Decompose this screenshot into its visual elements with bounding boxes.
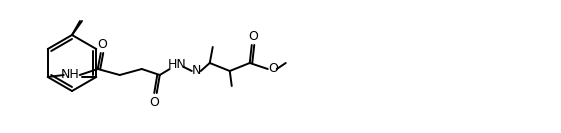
Text: O: O (149, 95, 159, 109)
Text: NH: NH (61, 68, 79, 82)
Text: N: N (192, 65, 201, 78)
Text: O: O (248, 30, 257, 43)
Text: O: O (97, 38, 107, 51)
Text: O: O (268, 63, 278, 76)
Text: HN: HN (167, 59, 186, 72)
